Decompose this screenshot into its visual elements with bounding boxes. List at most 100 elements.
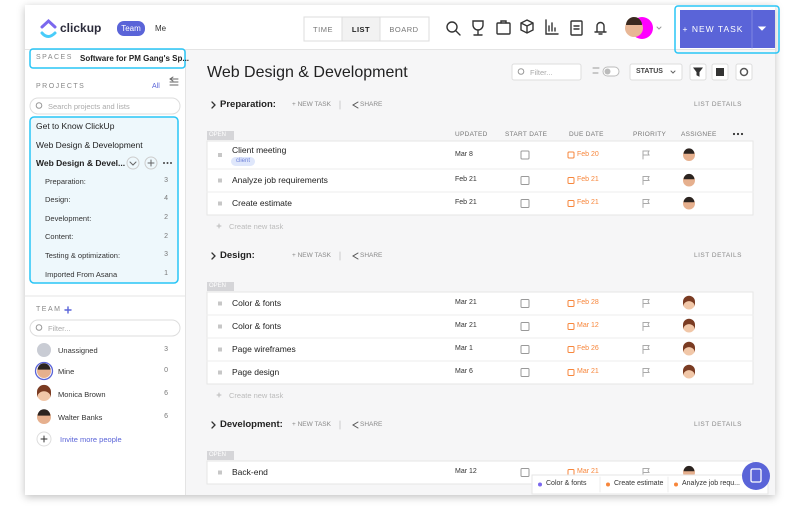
member-item[interactable]: Unassigned	[58, 345, 98, 355]
due-date: Feb 20	[577, 150, 599, 158]
new-task-link[interactable]: + NEW TASK	[292, 421, 331, 429]
section-toggle[interactable]	[211, 101, 216, 109]
priority-flag[interactable]	[642, 368, 650, 377]
status-dropdown[interactable]	[629, 63, 683, 81]
status-label[interactable]: STATUS	[636, 68, 663, 76]
section-toggle[interactable]	[211, 252, 216, 260]
new-task-link[interactable]: + NEW TASK	[292, 252, 331, 260]
list-item[interactable]: Imported From Asana	[45, 269, 118, 279]
view-tab[interactable]: BOARD	[389, 24, 419, 34]
task-bullet	[218, 470, 222, 475]
task-name[interactable]: Client meeting	[232, 144, 287, 155]
settings-button[interactable]	[735, 63, 753, 81]
list-actions	[126, 156, 140, 170]
due-date: Feb 28	[577, 299, 599, 307]
priority-flag[interactable]	[642, 468, 650, 477]
share-icon	[352, 101, 359, 109]
new-task-label[interactable]: + NEW TASK	[682, 23, 744, 34]
unassigned-icon	[37, 343, 51, 357]
member-item[interactable]: Walter Banks	[58, 412, 103, 422]
status-tag-label: OPEN	[209, 451, 227, 458]
tray-item[interactable]: Color & fonts	[546, 480, 587, 488]
collapse-icon	[169, 76, 179, 86]
priority-flag[interactable]	[642, 199, 650, 208]
task-tag	[231, 157, 255, 166]
create-task-link[interactable]: Create new task	[229, 390, 284, 400]
search-box[interactable]	[29, 97, 181, 115]
priority-flag[interactable]	[642, 150, 650, 160]
avatar-ring	[34, 361, 54, 381]
status-tag-label: OPEN	[209, 131, 227, 138]
nav-item[interactable]: Team	[121, 23, 141, 33]
share-link[interactable]: SHARE	[360, 252, 383, 260]
task-bullet	[218, 370, 222, 375]
task-name[interactable]: Create estimate	[232, 198, 292, 209]
new-task-button[interactable]	[680, 10, 775, 48]
filter-box[interactable]	[511, 63, 582, 81]
create-task-link[interactable]: Create new task	[229, 221, 284, 231]
view-tab[interactable]: LIST	[351, 24, 371, 34]
avatar-hair	[683, 341, 695, 354]
task-name[interactable]: Back-end	[232, 467, 268, 478]
task-name[interactable]: Color & fonts	[232, 321, 282, 332]
column-header: PRIORITY	[633, 130, 667, 138]
task-tray	[531, 474, 769, 495]
list-details-link[interactable]: LIST DETAILS	[693, 101, 742, 109]
list-item[interactable]: Testing & optimization:	[45, 250, 121, 260]
more-icon	[736, 132, 740, 136]
project-item[interactable]: Web Design & Development	[36, 139, 143, 150]
task-name[interactable]: Page design	[232, 367, 280, 378]
task-name[interactable]: Page wireframes	[232, 344, 296, 355]
status-tag	[207, 131, 234, 140]
task-name[interactable]: Analyze job requirements	[232, 175, 328, 186]
new-task-link[interactable]: + NEW TASK	[292, 101, 331, 109]
due-date-icon	[567, 300, 575, 307]
nav-pill[interactable]	[117, 21, 145, 36]
avatar-hair	[683, 148, 695, 154]
invite-link[interactable]: Invite more people	[60, 434, 122, 444]
all-link[interactable]: All	[152, 82, 160, 90]
priority-flag[interactable]	[642, 176, 650, 185]
list-count: 4	[164, 195, 168, 203]
list-details-link[interactable]: LIST DETAILS	[693, 252, 742, 260]
priority-flag[interactable]	[642, 345, 650, 354]
section-title: Design:	[220, 250, 255, 262]
avatar-hair	[683, 465, 695, 472]
list-actions	[144, 156, 158, 170]
section-toggle[interactable]	[211, 421, 216, 429]
task-bullet	[218, 153, 222, 157]
search-icon	[517, 68, 525, 75]
notepad-button[interactable]	[742, 462, 770, 490]
member-count: 6	[164, 412, 168, 420]
task-bullet	[218, 324, 222, 329]
member-item[interactable]: Mine	[58, 366, 75, 376]
list-item[interactable]: Design:	[45, 195, 71, 205]
project-item[interactable]: Web Design & Devel...	[36, 157, 126, 168]
member-item[interactable]: Monica Brown	[58, 389, 106, 399]
task-name[interactable]: Color & fonts	[232, 298, 282, 309]
nav-item[interactable]: Me	[155, 23, 167, 33]
view-tab[interactable]: TIME	[313, 24, 333, 34]
avatar-hair	[37, 363, 51, 370]
share-link[interactable]: SHARE	[360, 101, 383, 109]
project-item[interactable]: Get to Know ClickUp	[36, 120, 115, 131]
share-link[interactable]: SHARE	[360, 421, 383, 429]
priority-flag[interactable]	[642, 322, 650, 331]
space-name[interactable]: Software for PM Gang's Sp...	[80, 53, 190, 63]
tray-item[interactable]: Create estimate	[614, 480, 664, 488]
tray-dot	[606, 482, 610, 487]
section-title: Preparation:	[220, 99, 276, 111]
highlight	[29, 48, 186, 69]
list-item[interactable]: Content:	[45, 232, 74, 242]
list-item[interactable]: Preparation:	[45, 176, 86, 186]
list-item[interactable]: Development:	[45, 213, 92, 223]
filter-box[interactable]	[29, 319, 181, 337]
column-header: DUE DATE	[569, 130, 604, 138]
priority-flag[interactable]	[642, 299, 650, 308]
list-details-link[interactable]: LIST DETAILS	[693, 421, 742, 429]
avatar-hair	[683, 173, 695, 180]
tray-dot	[538, 482, 542, 487]
due-date: Mar 12	[577, 322, 599, 330]
tray-item[interactable]: Analyze job requ...	[682, 480, 740, 488]
